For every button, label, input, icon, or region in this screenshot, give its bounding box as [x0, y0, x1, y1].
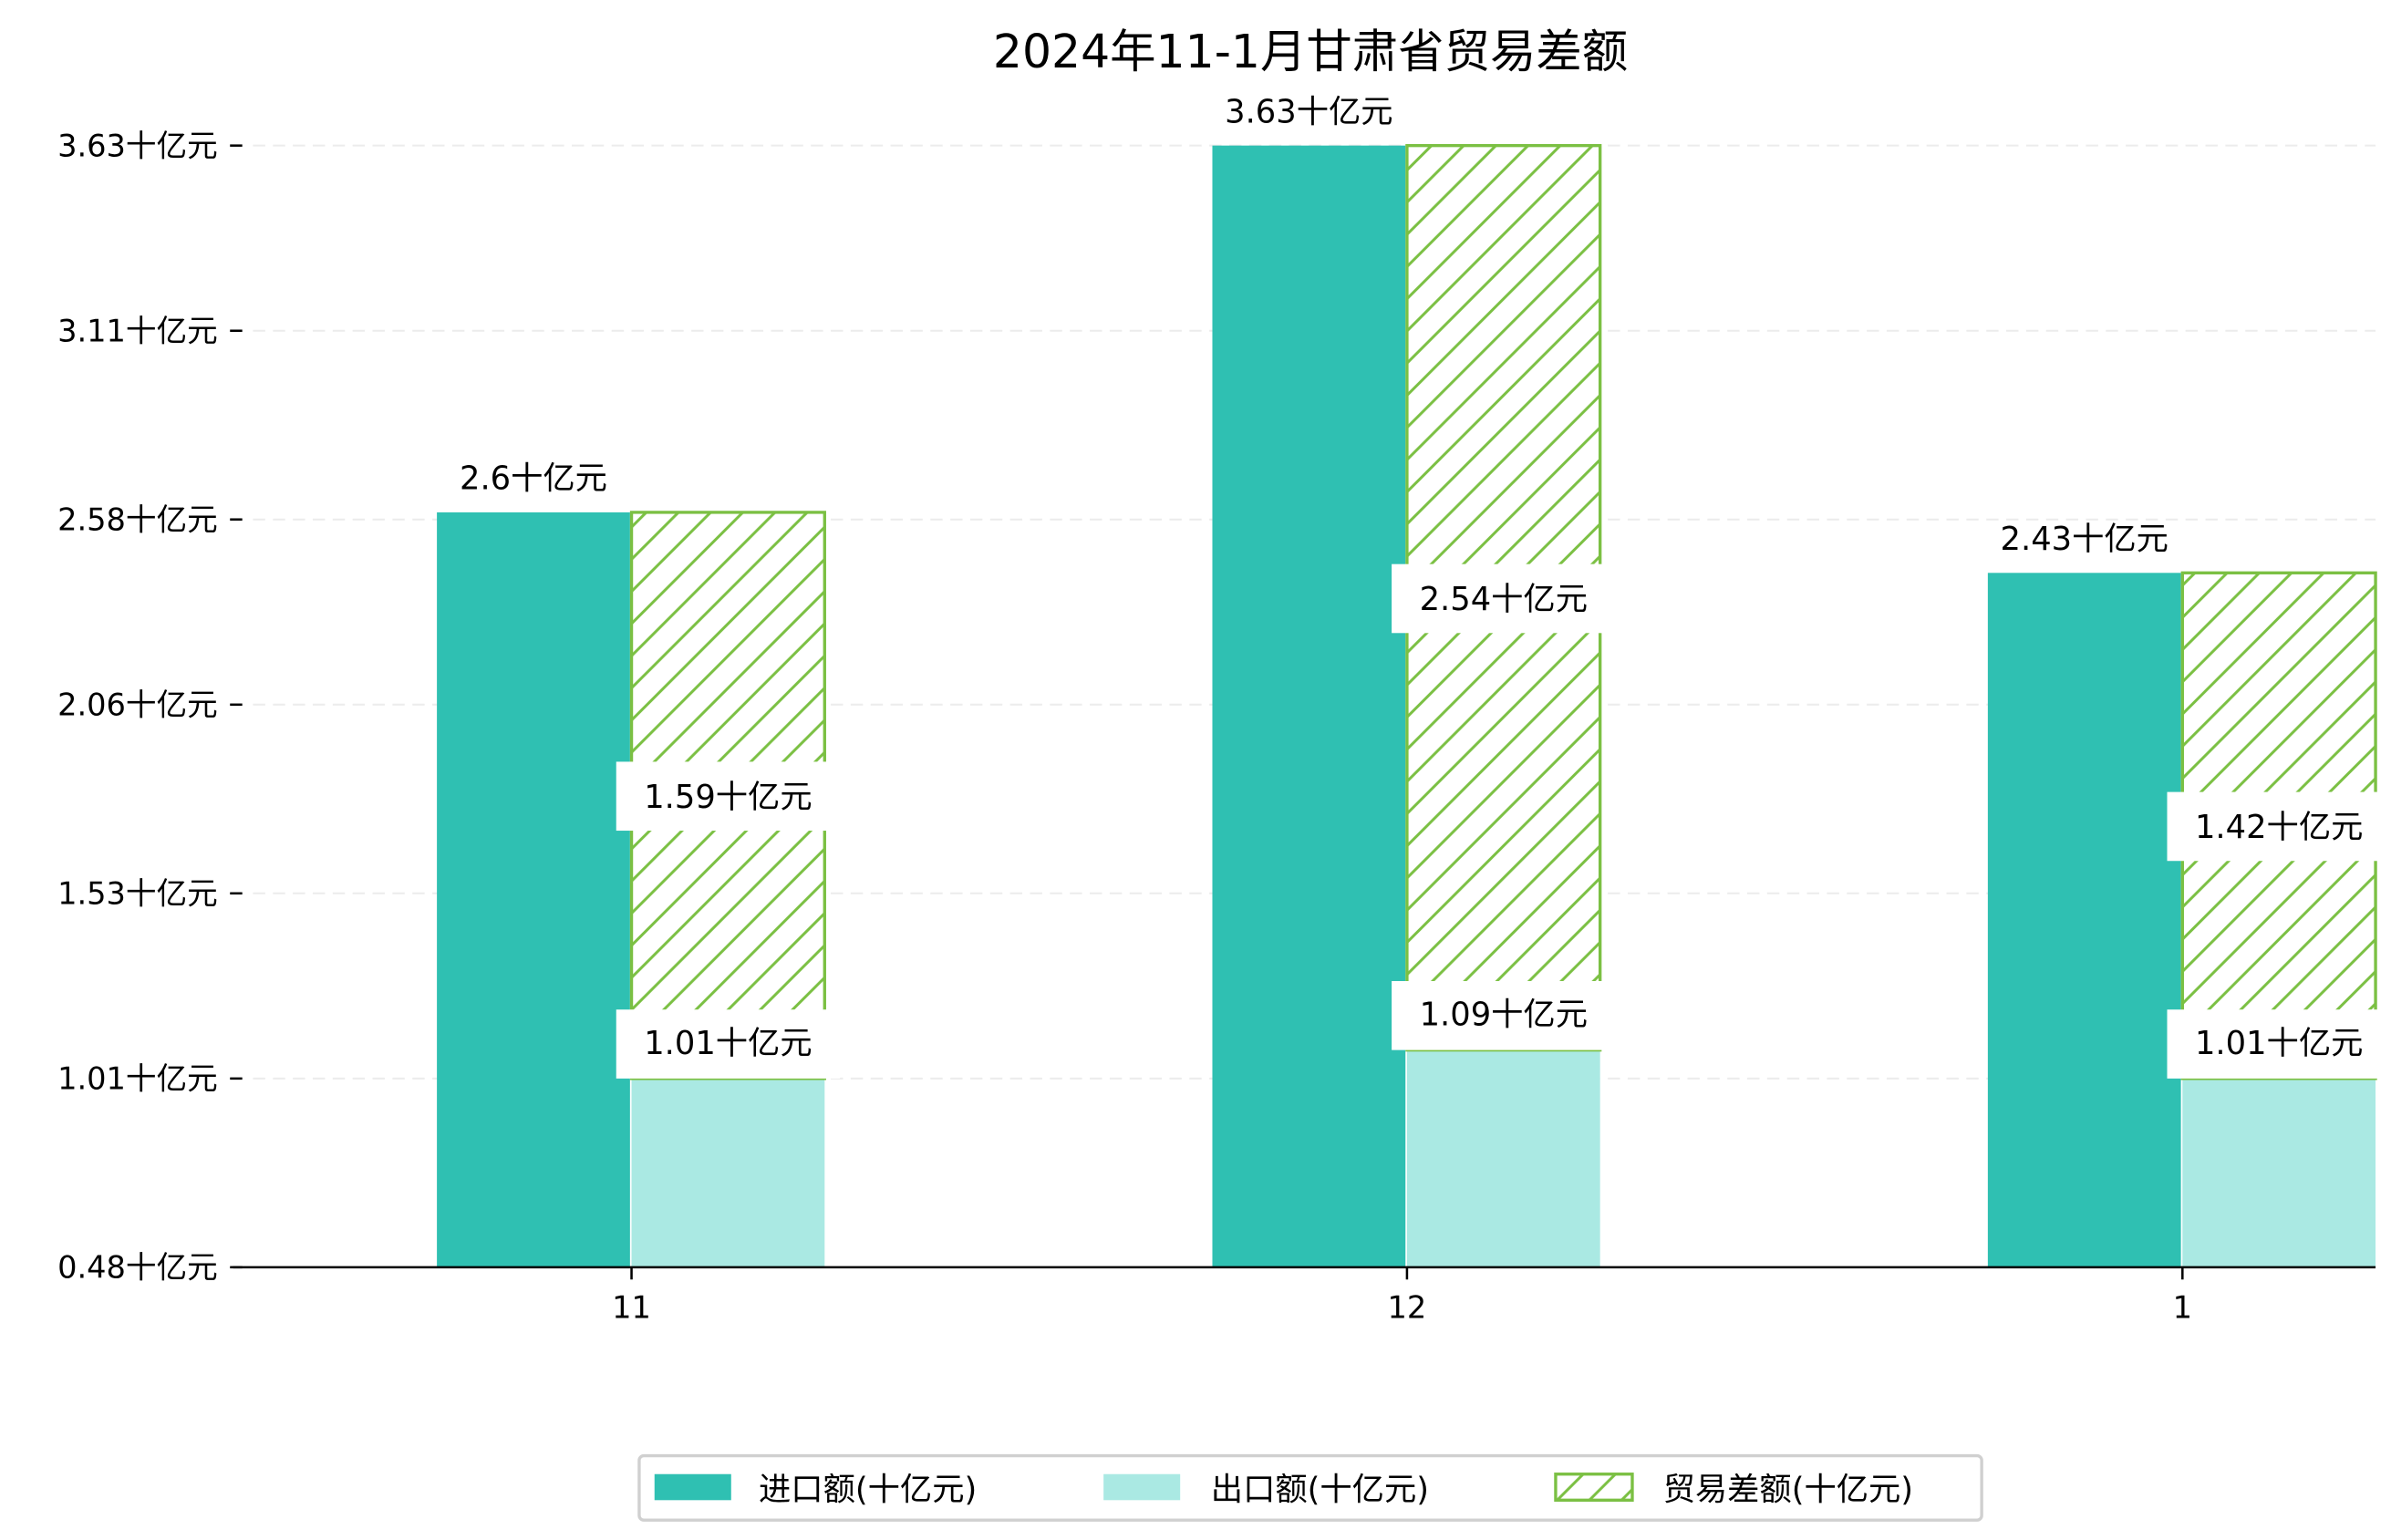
- y-tick-label: 2.58十亿元: [57, 501, 218, 537]
- bar-import: [1212, 145, 1406, 1267]
- y-tick-label: 0.48十亿元: [57, 1250, 218, 1286]
- bar-export: [1406, 1049, 1600, 1267]
- data-label-box: [2167, 1009, 2391, 1079]
- data-label-import: 3.63十亿元: [1225, 93, 1392, 130]
- y-tick-label: 3.11十亿元: [57, 314, 218, 349]
- bar-export: [631, 1078, 825, 1267]
- y-axis: 0.48十亿元 1.01十亿元 1.53十亿元 2.06十亿元 2.58十亿元 3.11十…: [57, 128, 243, 1286]
- bar-import: [1987, 573, 2181, 1267]
- legend-swatch-balance: [1554, 1473, 1634, 1502]
- legend-label-balance: 贸易差额(十亿元): [1663, 1471, 1914, 1508]
- legend-label-export: 出口额(十亿元): [1211, 1471, 1429, 1508]
- data-label-box: [2167, 791, 2391, 862]
- legend-swatch-import: [654, 1473, 731, 1501]
- x-axis: 11 12 1: [612, 1266, 2192, 1325]
- y-tick-label: 3.63十亿元: [57, 128, 218, 163]
- legend-frame: [637, 1453, 1983, 1522]
- data-label-box: [1392, 563, 1616, 634]
- x-tick-label: 1: [2173, 1289, 2192, 1325]
- data-label-import: 2.6十亿元: [460, 460, 607, 498]
- data-label-trade-balance: 1.42十亿元: [2195, 809, 2363, 846]
- legend-swatch-export: [1103, 1473, 1181, 1501]
- data-label-box: [616, 1009, 841, 1079]
- legend-label-import: 进口额(十亿元): [759, 1471, 977, 1508]
- data-label-trade-balance: 2.54十亿元: [1420, 581, 1588, 618]
- y-tick-label: 1.01十亿元: [57, 1061, 218, 1097]
- chart-title: 2024年11-1月甘肃省贸易差额: [993, 25, 1628, 78]
- data-label-trade-balance: 1.59十亿元: [644, 779, 812, 816]
- bars: [437, 143, 2377, 1267]
- y-tick-label: 1.53十亿元: [57, 876, 218, 912]
- x-tick-label: 11: [612, 1289, 651, 1325]
- data-label-box: [1392, 980, 1616, 1050]
- x-tick-label: 12: [1388, 1289, 1427, 1325]
- bar-export: [2182, 1078, 2376, 1267]
- data-labels: 2.6十亿元 1.01十亿元 1.59十亿元 3.63十亿元 1.09十亿元 2.54十亿…: [460, 93, 2391, 1079]
- data-label-export: 1.01十亿元: [2195, 1025, 2363, 1062]
- bar-import: [437, 512, 630, 1267]
- data-label-import: 2.43十亿元: [2001, 521, 2168, 558]
- legend: 进口额(十亿元) 出口额(十亿元) 贸易差额(十亿元): [637, 1453, 1983, 1522]
- y-tick-label: 2.06十亿元: [57, 687, 218, 723]
- data-label-box: [616, 761, 841, 832]
- data-label-export: 1.01十亿元: [644, 1025, 812, 1062]
- data-label-export: 1.09十亿元: [1420, 997, 1588, 1034]
